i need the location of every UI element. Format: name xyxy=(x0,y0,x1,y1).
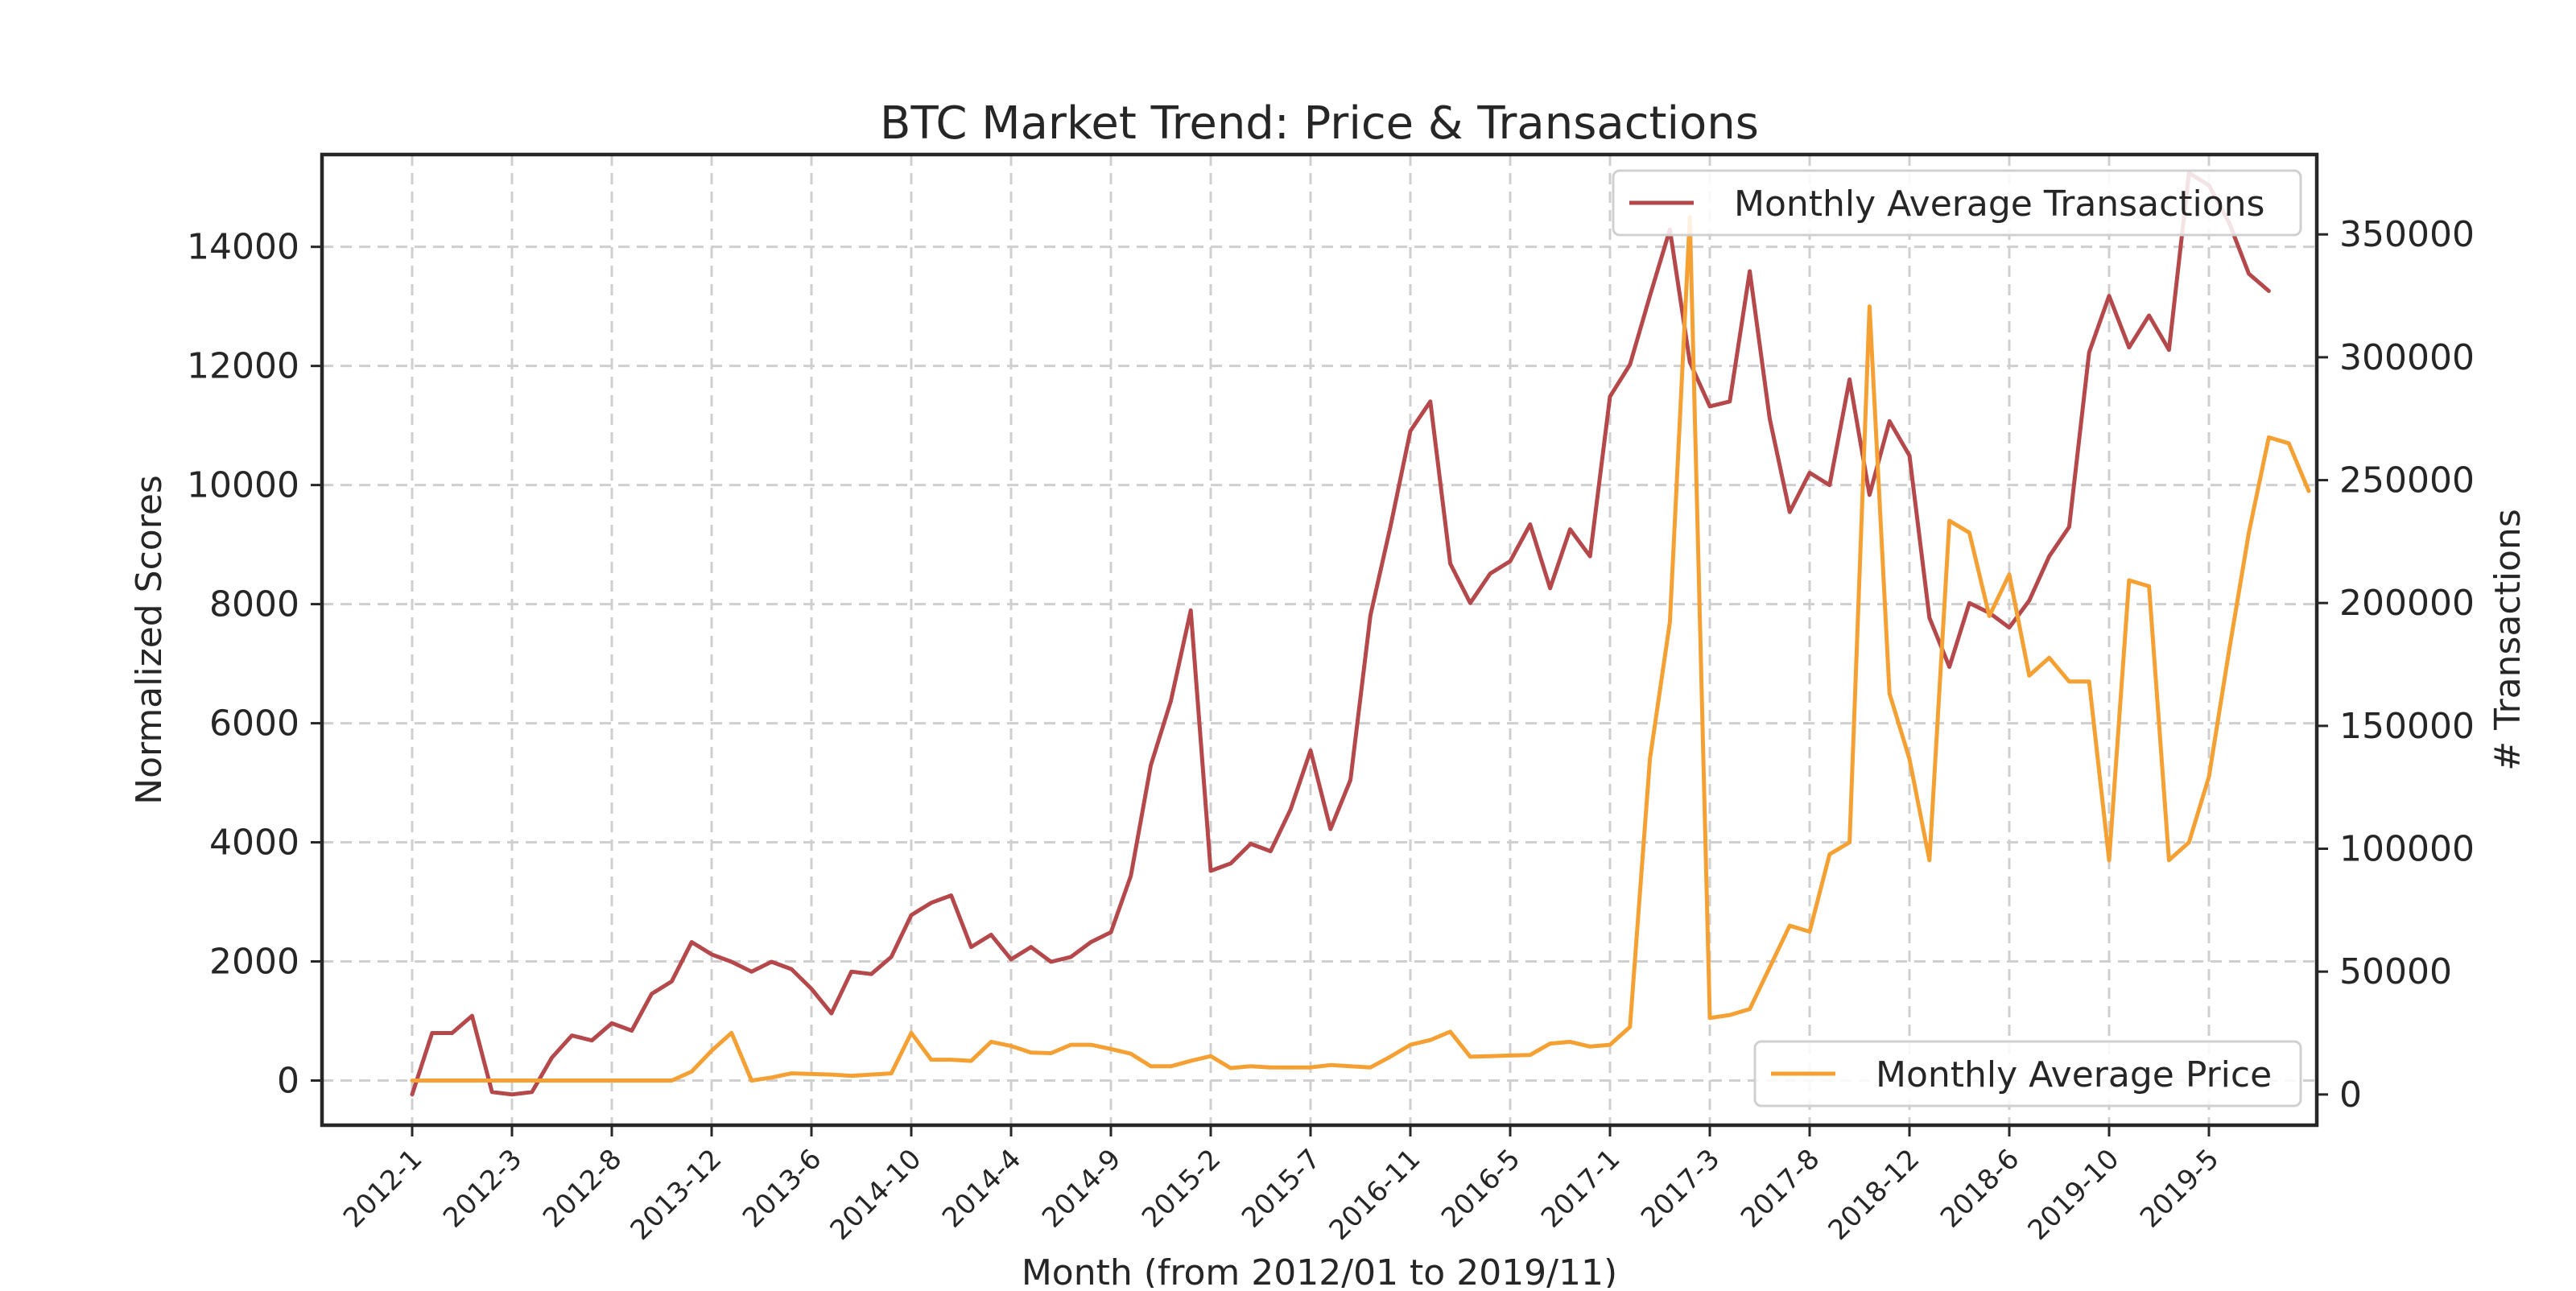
grid xyxy=(322,155,2317,1125)
x-tick: 2014-4 xyxy=(936,1125,1027,1235)
y-tick-label-left: 4000 xyxy=(209,823,299,864)
x-tick-label: 2017-3 xyxy=(1635,1143,1726,1234)
x-tick: 2013-12 xyxy=(625,1125,729,1247)
x-tick: 2015-2 xyxy=(1136,1125,1227,1235)
y-tick-left: 8000 xyxy=(209,584,322,625)
y-tick-left: 6000 xyxy=(209,703,322,744)
y-tick-right: 350000 xyxy=(2317,214,2475,255)
x-tick-label: 2016-11 xyxy=(1323,1143,1427,1247)
y-tick-left: 2000 xyxy=(209,942,322,983)
x-tick-label: 2017-8 xyxy=(1735,1143,1826,1234)
legend-label: Monthly Average Transactions xyxy=(1734,184,2264,225)
y-tick-left: 14000 xyxy=(187,227,322,268)
y-tick-label-right: 200000 xyxy=(2339,583,2475,624)
x-tick: 2014-10 xyxy=(824,1125,928,1247)
legend-label: Monthly Average Price xyxy=(1876,1054,2272,1095)
legend-box xyxy=(1612,169,2302,237)
x-tick-label: 2014-10 xyxy=(824,1143,928,1247)
x-tick-label: 2015-2 xyxy=(1136,1143,1227,1234)
legend-box xyxy=(1753,1040,2302,1107)
x-tick-label: 2016-5 xyxy=(1435,1143,1526,1234)
y-tick-label-right: 100000 xyxy=(2339,829,2475,870)
y-axis-label-right: # Transactions xyxy=(2487,509,2529,771)
y-tick-right: 300000 xyxy=(2317,337,2475,378)
x-tick: 2017-3 xyxy=(1635,1125,1726,1235)
y-tick-left: 12000 xyxy=(187,346,322,387)
y-tick-label-right: 250000 xyxy=(2339,460,2475,501)
x-tick: 2018-12 xyxy=(1823,1125,1926,1247)
x-tick-label: 2012-8 xyxy=(537,1143,628,1234)
y-tick-label-left: 0 xyxy=(277,1061,299,1102)
x-tick-label: 2013-6 xyxy=(737,1143,828,1234)
x-tick-label: 2019-10 xyxy=(2022,1143,2126,1247)
y-tick-right: 100000 xyxy=(2317,829,2475,870)
y-tick-right: 250000 xyxy=(2317,460,2475,501)
x-tick: 2017-1 xyxy=(1535,1125,1626,1235)
y-tick-left: 0 xyxy=(277,1061,322,1102)
y-tick-label-left: 6000 xyxy=(209,703,299,744)
x-tick-label: 2012-1 xyxy=(337,1143,428,1234)
x-tick: 2018-6 xyxy=(1934,1125,2025,1235)
x-tick: 2016-5 xyxy=(1435,1125,1526,1235)
x-tick: 2019-10 xyxy=(2022,1125,2126,1247)
x-tick: 2015-7 xyxy=(1236,1125,1327,1235)
y-tick-left: 10000 xyxy=(187,465,322,506)
price-line xyxy=(410,215,2311,1083)
plot-frame xyxy=(320,152,2319,1128)
y-tick-right: 0 xyxy=(2317,1074,2362,1116)
y-tick-label-left: 2000 xyxy=(209,942,299,983)
y-tick-left: 4000 xyxy=(209,823,322,864)
transactions-line xyxy=(410,171,2271,1097)
y-tick-label-right: 0 xyxy=(2339,1074,2362,1116)
y-axis-label-left: Normalized Scores xyxy=(129,475,170,805)
y-tick-label-right: 50000 xyxy=(2339,951,2452,992)
x-tick-label: 2018-12 xyxy=(1823,1143,1926,1247)
y-tick-label-left: 14000 xyxy=(187,227,299,268)
x-tick: 2016-11 xyxy=(1323,1125,1427,1247)
y-tick-right: 150000 xyxy=(2317,706,2475,747)
y-tick-label-left: 10000 xyxy=(187,465,299,506)
x-tick-label: 2015-7 xyxy=(1236,1143,1327,1234)
y-tick-label-right: 150000 xyxy=(2339,706,2475,747)
y-tick-label-right: 300000 xyxy=(2339,337,2475,378)
x-tick: 2012-1 xyxy=(337,1125,428,1235)
x-tick: 2012-3 xyxy=(437,1125,528,1235)
y-tick-label-left: 8000 xyxy=(209,584,299,625)
x-tick-label: 2019-5 xyxy=(2134,1143,2225,1234)
legend-price: Monthly Average Price xyxy=(1753,1040,2302,1107)
legend-transactions: Monthly Average Transactions xyxy=(1612,169,2302,237)
x-tick: 2019-5 xyxy=(2134,1125,2225,1235)
x-tick: 2014-9 xyxy=(1036,1125,1127,1235)
x-tick-label: 2018-6 xyxy=(1934,1143,2025,1234)
series-layer xyxy=(410,171,2311,1097)
x-tick-label: 2013-12 xyxy=(625,1143,729,1247)
x-tick: 2013-6 xyxy=(737,1125,828,1235)
y-tick-label-left: 12000 xyxy=(187,346,299,387)
x-tick-label: 2014-9 xyxy=(1036,1143,1127,1234)
y-tick-right: 200000 xyxy=(2317,583,2475,624)
x-tick-label: 2012-3 xyxy=(437,1143,528,1234)
x-tick-label: 2014-4 xyxy=(936,1143,1027,1234)
x-tick: 2012-8 xyxy=(537,1125,628,1235)
right-y-axis: 0 50000 100000 150000 200000 250000 300000 3500… xyxy=(2317,214,2475,1116)
x-axis-label: Month (from 2012/01 to 2019/11) xyxy=(1022,1252,1617,1288)
y-tick-right: 50000 xyxy=(2317,951,2452,992)
chart-title: BTC Market Trend: Price & Transactions xyxy=(880,97,1759,150)
y-tick-label-right: 350000 xyxy=(2339,214,2475,255)
x-tick: 2017-8 xyxy=(1735,1125,1826,1235)
left-y-axis: 0 2000 4000 6000 8000 10000 12000 14000 xyxy=(187,227,322,1102)
x-tick-label: 2017-1 xyxy=(1535,1143,1626,1234)
